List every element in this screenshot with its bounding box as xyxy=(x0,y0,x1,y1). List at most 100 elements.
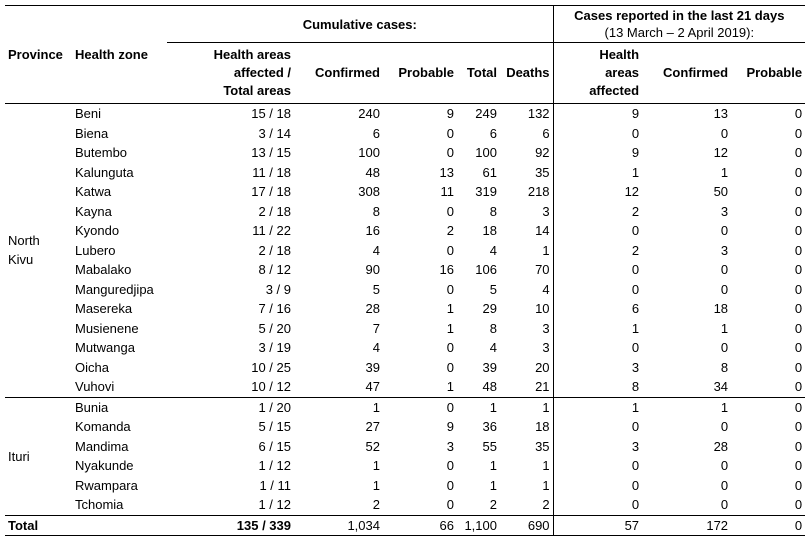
health-zone-cell: Kyondo xyxy=(75,223,120,239)
total-cell: 1 xyxy=(457,396,500,417)
health-zone-cell: Katwa xyxy=(75,184,112,200)
health-zone-cell: Masereka xyxy=(75,301,133,317)
confirmed-cell: 7 xyxy=(372,320,380,336)
recent-confirmed-cell: 13 xyxy=(713,106,729,122)
total-cell: 249 xyxy=(475,106,497,122)
confirmed-cell: 27 xyxy=(365,419,380,435)
recent-confirmed-cell: 18 xyxy=(713,301,729,317)
recent-probable-cell: 0 xyxy=(794,242,803,258)
recent-probable-cell: 0 xyxy=(794,262,803,278)
health-areas-cell: 1 / 20 xyxy=(167,396,294,417)
recent-confirmed-cell: 3 xyxy=(720,203,729,219)
deaths-cell: 70 xyxy=(535,262,550,278)
province-name-line: Ituri xyxy=(8,448,30,464)
deaths-cell: 218 xyxy=(527,184,550,200)
health-areas-cell: 11 / 22 xyxy=(252,223,291,239)
total-zone-blank xyxy=(72,514,167,536)
health-zone-cell: Kalunguta xyxy=(75,164,134,180)
table-row: Biena 3 / 14 6 0 6 6 0 0 0 xyxy=(5,123,805,143)
probable-cell: 0 xyxy=(446,497,454,513)
total-cell: 18 xyxy=(482,223,497,239)
recent-confirmed-cell: 3 xyxy=(720,242,729,258)
ebola-cases-table: Province Health zone Cumulative cases: C… xyxy=(5,5,806,536)
total-cell: 1 xyxy=(489,477,497,493)
total-cell: 2 xyxy=(489,497,497,513)
recent-probable-cell: 0 xyxy=(794,145,803,161)
table-row: Mabalako 8 / 12 90 16 106 70 0 0 0 xyxy=(5,260,805,280)
confirmed-cell: 1 xyxy=(372,458,380,474)
total-recent-areas: 57 xyxy=(552,514,643,536)
deaths-cell: 92 xyxy=(535,145,550,161)
recent-confirmed-cell: 0 xyxy=(720,477,729,493)
confirmed-cell: 2 xyxy=(372,497,380,513)
recent-areas-cell: 0 xyxy=(552,475,643,495)
deaths-cell: 132 xyxy=(527,106,550,122)
deaths-cell: 10 xyxy=(535,301,550,317)
confirmed-cell: 52 xyxy=(365,438,380,454)
total-cell: 319 xyxy=(475,184,497,200)
recent-confirmed-cell: 28 xyxy=(713,438,729,454)
total-cell: 5 xyxy=(489,281,497,297)
probable-cell: 16 xyxy=(439,262,454,278)
recent-confirmed-cell: 50 xyxy=(713,184,729,200)
confirmed-cell: 5 xyxy=(372,281,380,297)
probable-cell: 13 xyxy=(439,164,454,180)
health-areas-cell: 13 / 15 xyxy=(251,145,291,161)
deaths-cell: 35 xyxy=(535,164,550,180)
table-row: Rwampara 1 / 11 1 0 1 1 0 0 0 xyxy=(5,475,805,495)
total-recent-probable: 0 xyxy=(731,514,806,536)
probable-cell: 0 xyxy=(446,145,454,161)
total-header: Total xyxy=(457,42,500,104)
health-areas-cell: 1 / 12 xyxy=(258,458,291,474)
total-cell: 100 xyxy=(475,145,497,161)
health-zone-cell: Mabalako xyxy=(75,262,132,278)
table-row: Ituri Bunia 1 / 20 1 0 1 1 1 1 0 xyxy=(5,396,806,515)
health-zone-cell: Tchomia xyxy=(75,497,124,513)
health-zone-cell: Bunia xyxy=(72,396,167,417)
total-cell: 55 xyxy=(482,438,497,454)
confirmed-cell: 308 xyxy=(358,184,380,200)
probable-header: Probable xyxy=(383,42,457,104)
deaths-cell: 1 xyxy=(542,242,550,258)
deaths-cell: 18 xyxy=(535,419,550,435)
total-label: Total xyxy=(5,514,72,536)
health-areas-cell: 7 / 16 xyxy=(258,301,291,317)
recent-probable-cell: 0 xyxy=(794,320,803,336)
health-areas-cell: 3 / 9 xyxy=(265,281,291,297)
recent-areas-cell: 0 xyxy=(552,338,643,358)
recent-areas-cell: 1 xyxy=(552,162,643,182)
confirmed-cell: 6 xyxy=(372,125,380,141)
probable-cell: 0 xyxy=(446,458,454,474)
recent-confirmed-cell: 34 xyxy=(713,379,729,395)
deaths-cell: 2 xyxy=(542,497,550,513)
table-row: Katwa 17 / 18 308 11 319 218 12 50 0 xyxy=(5,182,805,202)
health-areas-cell: 8 / 12 xyxy=(258,262,291,278)
health-areas-cell: 10 / 12 xyxy=(251,379,291,395)
health-areas-cell: 5 / 15 xyxy=(258,419,291,435)
table-row: Kyondo 11 / 22 16 2 18 14 0 0 0 xyxy=(5,221,805,241)
recent-confirmed-cell: 1 xyxy=(720,320,729,336)
confirmed-cell: 90 xyxy=(365,262,380,278)
recent-areas-cell: 3 xyxy=(552,357,643,377)
probable-cell: 2 xyxy=(446,223,454,239)
recent-probable-cell: 0 xyxy=(794,106,803,122)
health-areas-cell: 1 / 11 xyxy=(259,477,291,493)
confirmed-cell: 4 xyxy=(372,242,380,258)
health-zone-header: Health zone xyxy=(72,5,167,104)
deaths-cell: 4 xyxy=(542,281,550,297)
table-body: North Kivu Beni 15 / 18 240 9 249 132 9 13 0 Biena 3… xyxy=(5,103,806,515)
recent-confirmed-cell: 0 xyxy=(720,497,729,513)
recent-probable-cell: 0 xyxy=(794,203,803,219)
recent-confirmed-cell: 0 xyxy=(720,340,729,356)
confirmed-cell: 1 xyxy=(372,477,380,493)
health-zone-cell: Rwampara xyxy=(75,477,138,493)
health-zone-cell: Manguredjipa xyxy=(75,281,154,297)
deaths-cell: 3 xyxy=(542,320,550,336)
recent-probable-cell: 0 xyxy=(794,419,803,435)
total-probable: 66 xyxy=(383,514,457,536)
probable-cell: 0 xyxy=(446,281,454,297)
total-cell: 4 xyxy=(489,242,497,258)
recent-confirmed-cell: 12 xyxy=(713,145,729,161)
probable-cell: 11 xyxy=(440,184,455,200)
health-zone-cell: Lubero xyxy=(75,242,116,258)
